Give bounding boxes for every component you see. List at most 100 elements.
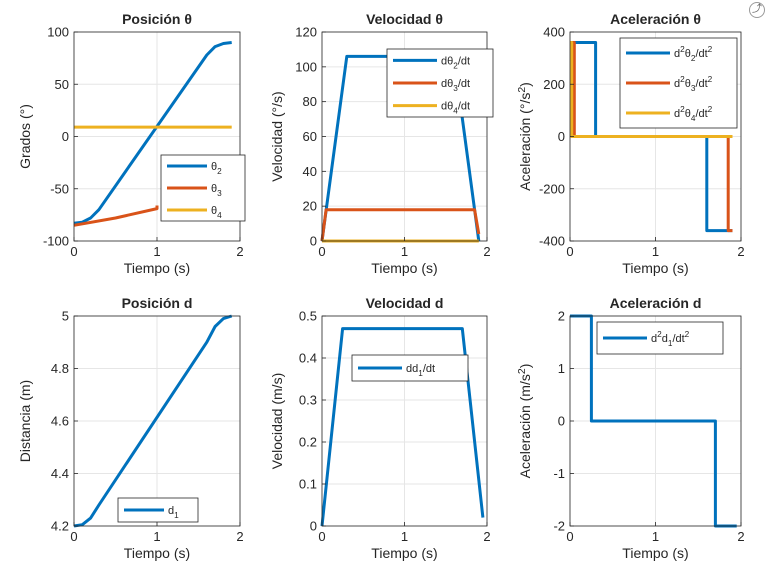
y-axis-label: Velocidad (m/s) bbox=[269, 373, 285, 469]
y-tick-label: 40 bbox=[303, 164, 317, 179]
x-tick-label: 0 bbox=[70, 529, 77, 544]
legend-label: d2θ3/dt2 bbox=[674, 75, 713, 93]
x-tick-label: 1 bbox=[652, 529, 659, 544]
y-tick-label: 0.5 bbox=[299, 309, 317, 324]
y-axis-label: Distancia (m) bbox=[17, 380, 33, 462]
x-tick-label: 2 bbox=[737, 529, 744, 544]
y-tick-label: 4.4 bbox=[51, 466, 69, 481]
legend-label: dθ2/dt bbox=[441, 55, 470, 70]
legend-label: dθ4/dt bbox=[441, 101, 470, 116]
legend-label: dθ3/dt bbox=[441, 78, 470, 93]
legend: dd1/dt bbox=[351, 354, 469, 382]
x-tick-label: 0 bbox=[566, 244, 573, 259]
legend: d2d1/dt2 bbox=[596, 321, 724, 355]
y-tick-label: -2 bbox=[553, 519, 565, 534]
legend-label: d2θ2/dt2 bbox=[674, 45, 713, 63]
y-tick-label: -100 bbox=[43, 234, 69, 249]
y-tick-label: 80 bbox=[303, 94, 317, 109]
chart-velocidad-d: 0 1 2 0 0.1 0.2 0.3 0.4 0.5 Velocidad d Tiempo (s)… bbox=[269, 295, 491, 561]
y-tick-label: 4.2 bbox=[51, 519, 69, 534]
y-axis-label: Velocidad (°/s) bbox=[269, 91, 285, 181]
y-tick-label: 0.2 bbox=[299, 435, 317, 450]
chart-title: Posición d bbox=[122, 295, 193, 311]
x-axis-label: Tiempo (s) bbox=[124, 545, 190, 561]
y-tick-label: 200 bbox=[543, 77, 565, 92]
legend-label: θ3 bbox=[211, 183, 222, 198]
legend: d2θ2/dt2 d2θ3/dt2 d2θ4/dt2 bbox=[619, 37, 738, 129]
y-axis-label: Grados (°) bbox=[17, 104, 33, 169]
x-tick-label: 1 bbox=[652, 244, 659, 259]
y-tick-label: 400 bbox=[543, 25, 565, 40]
y-tick-label: 60 bbox=[303, 129, 317, 144]
y-tick-label: 0.4 bbox=[299, 351, 317, 366]
y-tick-label: -50 bbox=[50, 181, 69, 196]
x-tick-label: 2 bbox=[236, 244, 243, 259]
y-tick-label: -200 bbox=[539, 181, 565, 196]
y-tick-label: 100 bbox=[295, 59, 317, 74]
chart-title: Posición θ bbox=[122, 11, 192, 27]
y-tick-label: 0 bbox=[558, 414, 565, 429]
y-tick-label: 0 bbox=[62, 129, 69, 144]
legend-label: θ4 bbox=[211, 205, 222, 220]
y-tick-label: 4.8 bbox=[51, 361, 69, 376]
y-axis-label: Aceleración (°/s2) bbox=[516, 82, 533, 191]
legend-label: dd1/dt bbox=[406, 363, 435, 378]
x-tick-label: 1 bbox=[401, 529, 408, 544]
chart-posicion-theta: 0 1 2 -100 -50 0 50 100 Posición θ Tiempo (s) Grad… bbox=[17, 11, 246, 276]
x-axis-label: Tiempo (s) bbox=[371, 260, 437, 276]
x-tick-label: 1 bbox=[153, 529, 160, 544]
x-tick-label: 0 bbox=[70, 244, 77, 259]
series-line-θ3 bbox=[73, 205, 159, 227]
x-tick-label: 0 bbox=[318, 529, 325, 544]
y-tick-label: 0.3 bbox=[299, 393, 317, 408]
y-tick-label: 4.6 bbox=[51, 414, 69, 429]
chart-aceleracion-theta: 0 1 2 -400 -200 0 200 400 Aceleración θ Tiempo (s… bbox=[516, 11, 745, 276]
x-tick-label: 2 bbox=[483, 529, 490, 544]
x-tick-label: 2 bbox=[737, 244, 744, 259]
y-tick-label: 120 bbox=[295, 25, 317, 40]
series-line-d²θ4/dt² bbox=[570, 41, 733, 138]
series-line-d1 bbox=[73, 314, 233, 528]
y-tick-label: 50 bbox=[55, 77, 69, 92]
y-axis-label: Aceleración (m/s2) bbox=[516, 364, 533, 479]
chart-aceleracion-d: 0 1 2 -2 -1 0 1 2 Aceleración d Tiempo (s) Acelera… bbox=[516, 295, 745, 561]
x-tick-label: 0 bbox=[318, 244, 325, 259]
y-tick-label: -1 bbox=[553, 466, 565, 481]
export-icon[interactable]: ⤴ bbox=[749, 2, 765, 18]
chart-title: Aceleración θ bbox=[610, 11, 701, 27]
legend: θ2 θ3 θ4 bbox=[160, 154, 246, 222]
legend: dθ2/dt dθ3/dt dθ4/dt bbox=[386, 48, 494, 118]
chart-title: Aceleración d bbox=[610, 295, 702, 311]
y-tick-label: 1 bbox=[558, 361, 565, 376]
y-tick-label: 100 bbox=[47, 25, 69, 40]
y-tick-label: 0 bbox=[310, 234, 317, 249]
x-axis-label: Tiempo (s) bbox=[124, 260, 190, 276]
y-tick-label: 5 bbox=[62, 309, 69, 324]
legend: d1 bbox=[117, 497, 199, 523]
y-tick-label: 0 bbox=[310, 519, 317, 534]
legend-label: d2θ4/dt2 bbox=[674, 105, 713, 123]
y-tick-label: 2 bbox=[558, 309, 565, 324]
x-tick-label: 2 bbox=[483, 244, 490, 259]
x-tick-label: 1 bbox=[401, 244, 408, 259]
y-tick-label: 0 bbox=[558, 129, 565, 144]
legend-label: θ2 bbox=[211, 161, 222, 176]
x-tick-label: 0 bbox=[566, 529, 573, 544]
legend-label: d2d1/dt2 bbox=[651, 330, 690, 348]
x-axis-label: Tiempo (s) bbox=[371, 545, 437, 561]
y-tick-label: -400 bbox=[539, 234, 565, 249]
y-tick-label: 20 bbox=[303, 199, 317, 214]
y-tick-label: 0.1 bbox=[299, 477, 317, 492]
chart-title: Velocidad d bbox=[366, 295, 444, 311]
series-line-dθ3/dt bbox=[320, 208, 481, 242]
legend-label: d1 bbox=[168, 505, 179, 520]
chart-posicion-d: 0 1 2 4.2 4.4 4.6 4.8 5 Posición d Tiempo (s) Dist… bbox=[17, 295, 244, 561]
x-tick-label: 1 bbox=[153, 244, 160, 259]
x-axis-label: Tiempo (s) bbox=[622, 260, 688, 276]
x-axis-label: Tiempo (s) bbox=[622, 545, 688, 561]
chart-title: Velocidad θ bbox=[366, 11, 443, 27]
series-line-θ2 bbox=[73, 41, 232, 225]
x-tick-label: 2 bbox=[236, 529, 243, 544]
